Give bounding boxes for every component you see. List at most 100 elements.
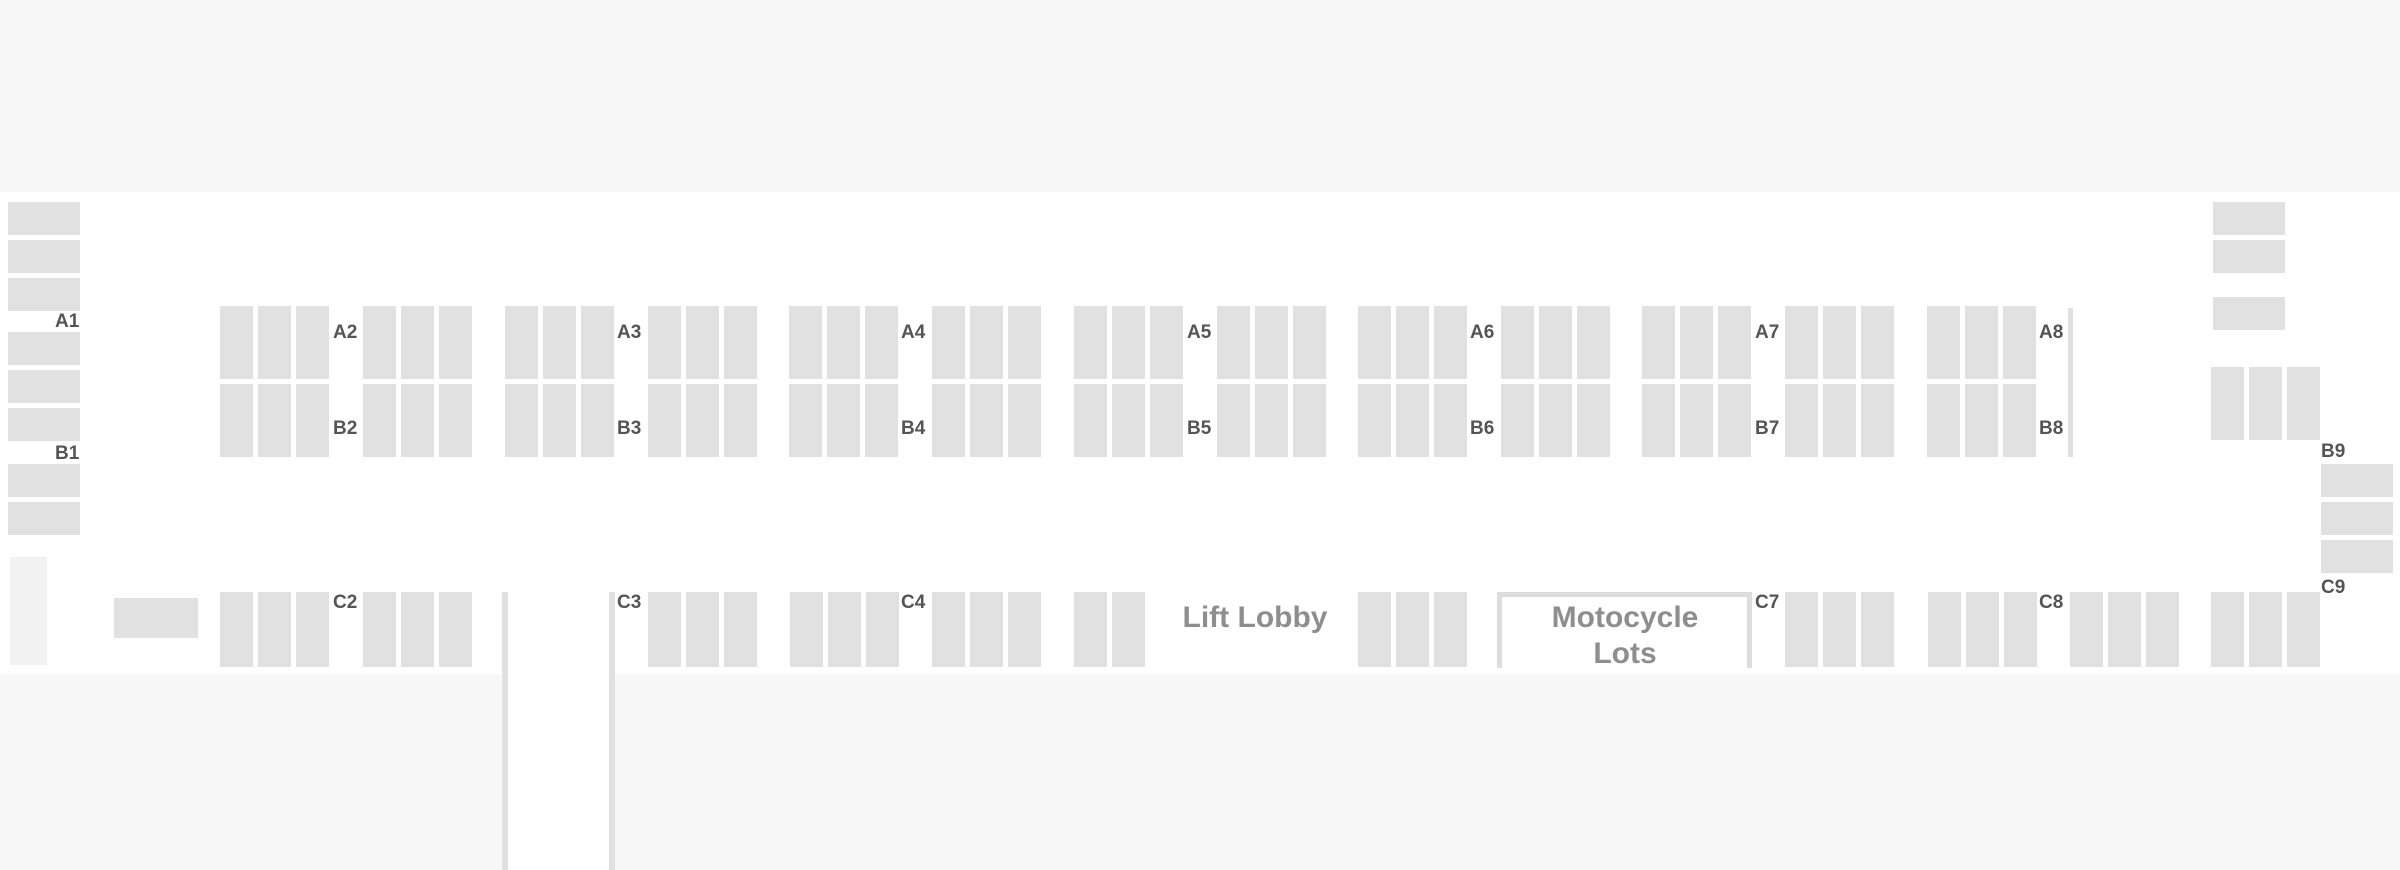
parking-slot — [543, 306, 576, 379]
parking-slot — [505, 306, 538, 379]
parking-slot — [1074, 306, 1107, 379]
parking-slot — [2070, 592, 2103, 667]
parking-slot — [2287, 592, 2320, 667]
parking-slot — [1358, 384, 1391, 457]
parking-slot — [1823, 592, 1856, 667]
parking-slot — [2004, 592, 2037, 667]
parking-slot — [1577, 384, 1610, 457]
parking-slot — [2211, 592, 2244, 667]
parking-slot — [1928, 592, 1961, 667]
parking-slot — [1074, 384, 1107, 457]
parking-slot — [502, 592, 508, 667]
parking-slot — [1927, 306, 1960, 379]
parking-slot — [1008, 592, 1041, 667]
parking-slot — [543, 384, 576, 457]
parking-slot — [609, 592, 615, 667]
parking-slot — [724, 592, 757, 667]
parking-slot — [10, 557, 47, 665]
parking-slot — [1074, 592, 1107, 667]
zone-label-b1: B1 — [55, 443, 80, 464]
parking-slot — [686, 592, 719, 667]
parking-slot — [2146, 592, 2179, 667]
zone-label-a5: A5 — [1187, 322, 1212, 343]
zone-label-b2: B2 — [333, 418, 358, 439]
parking-slot — [1358, 592, 1391, 667]
parking-slot — [581, 384, 614, 457]
zone-label-c9: C9 — [2321, 577, 2346, 598]
zone-label-b7: B7 — [1755, 418, 1780, 439]
zone-label-a1: A1 — [55, 311, 80, 332]
parking-slot — [258, 306, 291, 379]
parking-slot — [439, 306, 472, 379]
parking-slot — [1577, 306, 1610, 379]
parking-slot — [8, 464, 80, 497]
parking-slot — [8, 370, 80, 403]
parking-slot — [1501, 384, 1534, 457]
parking-slot — [686, 384, 719, 457]
parking-slot — [789, 306, 822, 379]
parking-slot — [686, 306, 719, 379]
parking-slot — [296, 384, 329, 457]
parking-slot — [439, 384, 472, 457]
parking-slot — [8, 202, 80, 235]
parking-slot — [505, 384, 538, 457]
parking-slot — [8, 240, 80, 273]
parking-slot — [1785, 384, 1818, 457]
parking-slot — [1785, 306, 1818, 379]
parking-slot — [1680, 306, 1713, 379]
zone-label-b6: B6 — [1470, 418, 1495, 439]
parking-slot — [1680, 384, 1713, 457]
parking-slot — [220, 592, 253, 667]
ramp-wall-left — [502, 592, 508, 870]
parking-slot — [2211, 367, 2244, 440]
parking-slot — [1112, 592, 1145, 667]
ramp-wall-right — [609, 592, 615, 870]
parking-slot — [1434, 306, 1467, 379]
parking-slot — [363, 592, 396, 667]
parking-slot — [932, 592, 965, 667]
zone-label-c8: C8 — [2039, 592, 2064, 613]
parking-slot — [581, 306, 614, 379]
parking-slot — [2213, 202, 2285, 235]
parking-slot — [724, 306, 757, 379]
parking-slot — [1927, 384, 1960, 457]
row-end-marker — [2068, 308, 2073, 457]
parking-slot — [1255, 306, 1288, 379]
lift-lobby-label: Lift Lobby — [1182, 601, 1328, 634]
zone-label-b3: B3 — [617, 418, 642, 439]
parking-slot — [790, 592, 823, 667]
parking-slot — [970, 592, 1003, 667]
parking-slot — [2321, 540, 2393, 573]
zone-label-a3: A3 — [617, 322, 642, 343]
parking-slot — [1966, 592, 1999, 667]
parking-slot — [2003, 384, 2036, 457]
parking-slot — [2249, 592, 2282, 667]
parking-slot — [1861, 306, 1894, 379]
floor-area — [0, 192, 2400, 674]
parking-slot — [1434, 592, 1467, 667]
parking-slot — [1008, 384, 1041, 457]
zone-label-b5: B5 — [1187, 418, 1212, 439]
parking-slot — [970, 306, 1003, 379]
parking-slot — [827, 306, 860, 379]
parking-slot — [1112, 384, 1145, 457]
parking-slot — [1785, 592, 1818, 667]
parking-slot — [1823, 384, 1856, 457]
parking-slot — [648, 306, 681, 379]
parking-slot — [1861, 384, 1894, 457]
parking-slot — [865, 306, 898, 379]
parking-slot — [1358, 306, 1391, 379]
parking-slot — [1861, 592, 1894, 667]
parking-slot — [1539, 384, 1572, 457]
parking-slot — [401, 306, 434, 379]
zone-label-c3: C3 — [617, 592, 642, 613]
parking-slot — [970, 384, 1003, 457]
parking-slot — [1539, 306, 1572, 379]
parking-slot — [2321, 502, 2393, 535]
parking-slot — [866, 592, 899, 667]
zone-label-a7: A7 — [1755, 322, 1780, 343]
zone-label-c7: C7 — [1755, 592, 1780, 613]
parking-slot — [2321, 464, 2393, 497]
parking-slot — [220, 306, 253, 379]
parking-slot — [1217, 306, 1250, 379]
